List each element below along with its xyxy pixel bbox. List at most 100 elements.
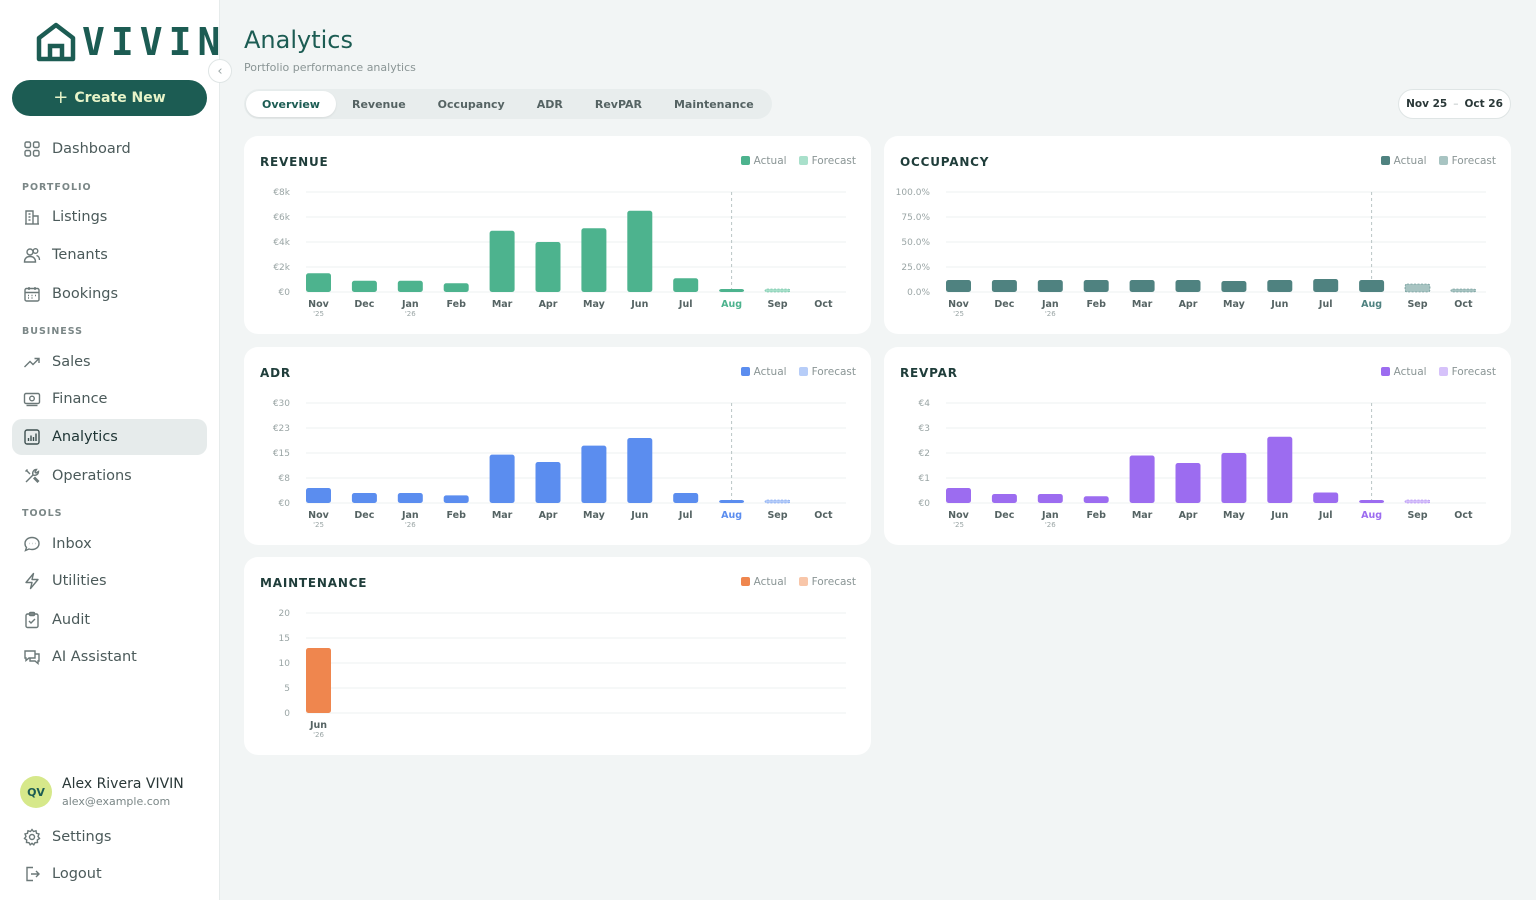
sidebar-item-utilities[interactable]: Utilities — [12, 563, 207, 599]
actual-bar — [489, 454, 515, 503]
legend-swatch-forecast — [798, 367, 808, 376]
actual-bar — [1037, 494, 1063, 503]
x-tick-label: Feb — [447, 510, 467, 521]
actual-bar — [1083, 280, 1109, 292]
sidebar-item-sales[interactable]: Sales — [12, 344, 207, 380]
sidebar-item-label: Audit — [52, 612, 91, 628]
sidebar-item-tenants[interactable]: Tenants — [12, 237, 207, 273]
tab-overview[interactable]: Overview — [246, 91, 336, 117]
x-tick-label: Apr — [539, 299, 558, 310]
x-tick-label: Jan — [401, 510, 419, 521]
date-separator: – — [1453, 98, 1459, 110]
x-tick-label: Mar — [492, 510, 513, 521]
actual-bar — [351, 280, 377, 292]
x-tick-label: Dec — [354, 299, 374, 310]
actual-bar — [1037, 280, 1063, 292]
y-tick-label: €2k — [273, 263, 290, 273]
tab-maintenance[interactable]: Maintenance — [673, 97, 754, 111]
actual-bar — [1313, 492, 1339, 503]
legend-swatch-forecast — [798, 156, 808, 165]
chart-legend: Actual Forecast — [1380, 155, 1496, 167]
x-tick-label: Apr — [539, 510, 558, 521]
collapse-sidebar-button[interactable]: ‹ — [208, 59, 232, 83]
legend-swatch-actual — [740, 577, 750, 586]
tab-revpar[interactable]: RevPAR — [594, 97, 642, 111]
date-range-picker[interactable]: Nov 25 – Oct 26 — [1398, 89, 1511, 119]
sidebar-item-finance[interactable]: Finance — [12, 381, 207, 417]
legend-swatch-actual — [1380, 156, 1390, 165]
legend-actual: Actual — [1380, 366, 1427, 378]
section-business: BUSINESS — [22, 326, 84, 337]
y-tick-label: €2 — [919, 449, 930, 459]
x-year-label: '26 — [405, 310, 416, 318]
x-tick-label: Oct — [1454, 510, 1473, 521]
x-tick-label: Apr — [1179, 299, 1198, 310]
sidebar-item-analytics[interactable]: Analytics — [12, 419, 207, 455]
actual-bar — [443, 283, 469, 292]
y-tick-label: €23 — [273, 424, 290, 434]
revenue-card: REVENUE Actual Forecast €0 €2k €4k €6k €8k No… — [244, 136, 871, 334]
actual-bar — [535, 462, 561, 503]
section-tools: TOOLS — [22, 508, 63, 519]
settings-button[interactable]: Settings — [12, 819, 207, 855]
legend-swatch-forecast — [1438, 156, 1448, 165]
legend-forecast-label: Forecast — [1451, 155, 1496, 167]
sidebar-item-label: Bookings — [52, 286, 119, 302]
brand-logo[interactable]: VIVIN — [36, 22, 226, 62]
actual-bar — [351, 493, 377, 503]
sidebar-item-ai-assistant[interactable]: AI Assistant — [12, 639, 207, 675]
x-tick-label: May — [1223, 299, 1246, 310]
sidebar-item-operations[interactable]: Operations — [12, 458, 207, 494]
sidebar-item-listings[interactable]: Listings — [12, 199, 207, 235]
sidebar-item-bookings[interactable]: Bookings — [12, 276, 207, 312]
sidebar-item-label: Finance — [52, 391, 108, 407]
logout-button[interactable]: Logout — [12, 856, 207, 892]
x-year-label: '26 — [405, 521, 416, 529]
x-year-label: '25 — [313, 521, 324, 529]
x-tick-label: Sep — [767, 510, 787, 521]
legend-forecast: Forecast — [1438, 366, 1496, 378]
legend-actual-label: Actual — [753, 155, 787, 167]
bar-chart-icon — [22, 427, 42, 447]
actual-bar — [627, 438, 653, 503]
x-tick-label: Jul — [1318, 510, 1333, 521]
sidebar-item-label: Operations — [52, 468, 132, 484]
date-from: Nov 25 — [1406, 98, 1448, 110]
forecast-bar — [1404, 283, 1431, 293]
x-tick-label: Jun — [309, 720, 327, 731]
sidebar-item-label: AI Assistant — [52, 649, 137, 665]
house-logo-icon — [36, 22, 76, 62]
sidebar-item-label: Analytics — [52, 429, 118, 445]
sidebar-item-inbox[interactable]: Inbox — [12, 526, 207, 562]
tab-occupancy[interactable]: Occupancy — [437, 97, 505, 111]
legend-swatch-forecast — [798, 577, 808, 586]
tools-icon — [22, 466, 42, 486]
x-tick-label: May — [583, 299, 606, 310]
tab-revenue[interactable]: Revenue — [351, 97, 406, 111]
sidebar-item-label: Listings — [52, 209, 108, 225]
sidebar-item-label: Dashboard — [52, 141, 131, 157]
create-new-button[interactable]: + Create New — [12, 80, 207, 116]
y-tick-label: €4k — [273, 238, 290, 248]
occupancy-chart: 0.0% 25.0% 50.0% 75.0% 100.0% Nov'25 Dec Jan'26… — [896, 188, 1486, 318]
x-tick-label: Mar — [492, 299, 513, 310]
tab-adr[interactable]: ADR — [536, 97, 563, 111]
legend-swatch-forecast — [1438, 367, 1448, 376]
x-tick-label: Aug — [1361, 510, 1382, 521]
x-tick-label: Aug — [1361, 299, 1382, 310]
sidebar-item-audit[interactable]: Audit — [12, 602, 207, 638]
chevron-left-icon: ‹ — [217, 63, 223, 79]
actual-bar — [581, 445, 607, 503]
y-tick-label: €1 — [919, 474, 930, 484]
x-tick-label: Jan — [401, 299, 419, 310]
actual-bar — [306, 648, 331, 713]
user-profile[interactable]: QV Alex Rivera VIVIN alex@example.com — [20, 776, 184, 808]
sidebar-item-label: Utilities — [52, 573, 107, 589]
actual-bar — [673, 278, 699, 292]
x-tick-label: Oct — [1454, 299, 1473, 310]
legend-forecast: Forecast — [798, 366, 856, 378]
sidebar-item-dashboard[interactable]: Dashboard — [12, 131, 207, 167]
user-name: Alex Rivera VIVIN — [62, 776, 184, 792]
y-tick-label: €30 — [273, 399, 290, 409]
actual-bar — [1083, 496, 1109, 503]
